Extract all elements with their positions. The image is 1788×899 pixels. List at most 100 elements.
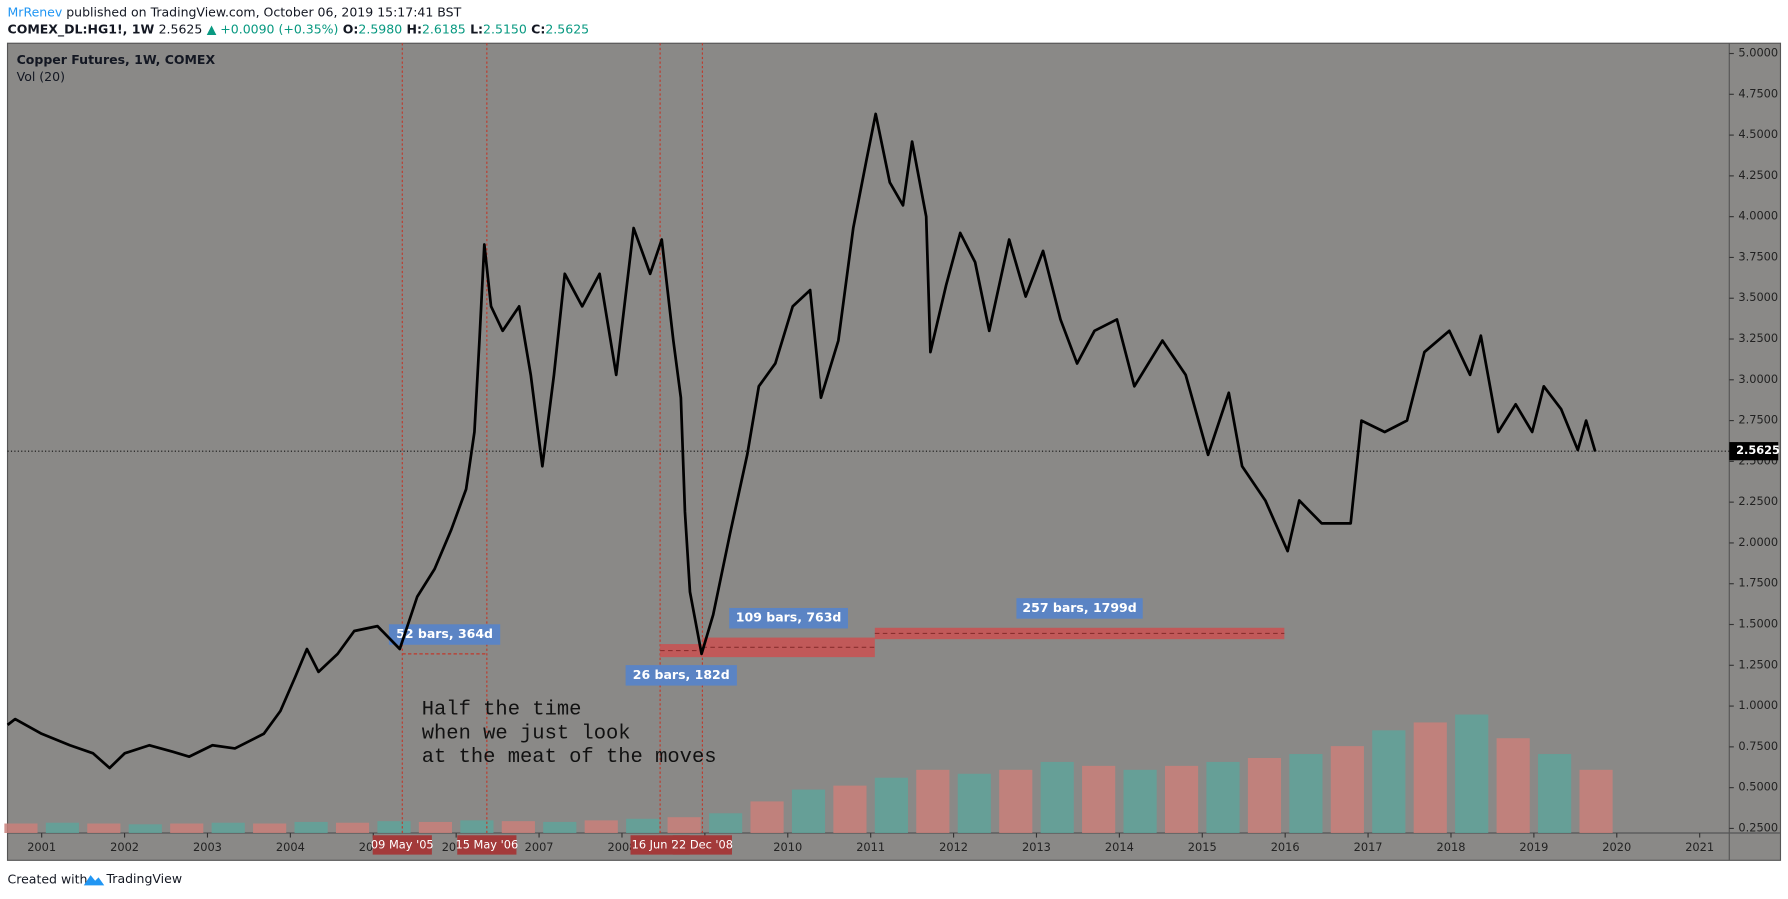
symbol: COMEX_DL:HG1!, 1W [8, 21, 155, 37]
volume-bar [999, 769, 1033, 833]
volume-bar [1330, 746, 1364, 833]
volume-bar [211, 822, 245, 833]
range-label: 257 bars, 1799d [1022, 600, 1136, 615]
price-line [6, 112, 1597, 770]
plot: 0.2500 0.5000 0.7500 1.0000 1.2500 1.5000 1.75… [4, 43, 1780, 855]
volume-bar [957, 773, 991, 833]
volume-bar [377, 821, 411, 833]
x-tick-label: 2002 [110, 840, 139, 854]
y-tick-label: 4.2500 [1738, 168, 1778, 182]
volume-bar [1372, 730, 1406, 833]
volume-bar [335, 822, 370, 833]
volume-bar [1289, 754, 1323, 833]
event-date-box [372, 835, 432, 855]
x-tick-label: 2003 [193, 840, 222, 854]
low-value: 2.5150 [483, 21, 527, 36]
range-label: 109 bars, 763d [736, 610, 842, 625]
volume-bar [1206, 761, 1240, 833]
volume-bar [128, 824, 162, 833]
close-value: 2.5625 [545, 21, 589, 36]
volume-bar [170, 823, 204, 833]
range-label-box [729, 607, 849, 629]
x-tick-label: 2021 [1685, 840, 1714, 854]
volume-bar [709, 813, 743, 833]
low-label: L: [470, 21, 483, 36]
volume-bar [460, 820, 494, 833]
published: published on TradingView.com, October 06… [66, 4, 461, 19]
y-tick-label: 0.5000 [1738, 780, 1778, 794]
change: ▲ +0.0090 (+0.35%) [207, 21, 339, 36]
volume-bar [1413, 722, 1447, 833]
volume-bar [253, 823, 287, 833]
volume-bar [1164, 765, 1199, 833]
volume-bar [833, 785, 867, 833]
volume-bar [916, 769, 950, 833]
y-tick-label: 2.0000 [1738, 535, 1778, 549]
y-tick-label: 3.0000 [1738, 372, 1778, 386]
x-tick-label: 2013 [1022, 840, 1051, 854]
range-box [660, 644, 703, 658]
footer-brand[interactable]: TradingView [106, 871, 183, 886]
last: 2.5625 [159, 21, 203, 36]
range-label: 52 bars, 364d [396, 626, 493, 641]
open-label: O: [343, 21, 359, 36]
volume-bar [294, 821, 328, 833]
high-value: 2.6185 [422, 21, 466, 36]
y-tick-label: 4.0000 [1738, 209, 1778, 223]
y-tick-label: 1.2500 [1738, 657, 1778, 671]
volume-bar [1082, 765, 1116, 833]
event-date-label: 22 Dec '08 [672, 838, 733, 852]
last-price-label: 2.5625 [1736, 443, 1780, 457]
volume-bar [1496, 738, 1530, 833]
volume-bar [87, 823, 121, 833]
range-box [874, 627, 1285, 640]
y-tick-label: 3.5000 [1738, 290, 1778, 304]
y-tick-label: 4.5000 [1738, 127, 1778, 141]
x-tick-label: 2019 [1519, 840, 1548, 854]
y-tick-label: 2.2500 [1738, 494, 1778, 508]
y-tick-label: 1.5000 [1738, 617, 1778, 631]
legend-volume: Vol (20) [17, 69, 65, 84]
event-date-box [672, 835, 732, 855]
range-label-box [625, 665, 737, 686]
author[interactable]: MrRenev [8, 4, 63, 19]
header-line: MrRenev published on TradingView.com, Oc… [8, 4, 462, 19]
x-tick-label: 2011 [856, 840, 885, 854]
volume-bar [667, 817, 701, 833]
x-tick-label: 2010 [773, 840, 802, 854]
footer-prefix: Created with [8, 871, 88, 886]
range-box [702, 637, 875, 658]
y-tick-label: 1.7500 [1738, 576, 1778, 590]
x-tick-label: 2016 [1271, 840, 1300, 854]
volume-bar [750, 801, 784, 833]
volume-bar [1455, 714, 1489, 833]
annotation-line: Half the time [422, 698, 582, 721]
y-tick-label: 2.7500 [1738, 413, 1778, 427]
x-tick-label: 2018 [1437, 840, 1466, 854]
high-label: H: [407, 21, 422, 36]
volume-bar [626, 818, 660, 833]
event-date-label: 15 May '06 [455, 838, 518, 852]
x-tick-label: 2001 [27, 840, 56, 854]
x-tick-label: 2020 [1602, 840, 1631, 854]
volume-bar [543, 821, 577, 833]
footer-line: Created with [8, 871, 88, 886]
x-tick-label: 2012 [939, 840, 968, 854]
event-date-box [457, 835, 517, 855]
volume-bar [45, 822, 79, 833]
volume-bar [1123, 769, 1157, 833]
open-value: 2.5980 [358, 21, 402, 36]
y-tick-label: 0.7500 [1738, 739, 1778, 753]
volume-bar [1040, 761, 1074, 833]
x-tick-label: 2014 [1105, 840, 1134, 854]
y-tick-label: 5.0000 [1738, 46, 1778, 60]
volume-bar [501, 821, 535, 833]
event-date-label: 09 May '05 [371, 838, 434, 852]
x-tick-label: 2017 [1354, 840, 1383, 854]
volume-bar [4, 823, 38, 833]
volume-bar [874, 777, 908, 833]
annotation-line: at the meat of the moves [422, 746, 717, 769]
last-price-box [1729, 442, 1779, 461]
volume-bar [791, 789, 826, 833]
